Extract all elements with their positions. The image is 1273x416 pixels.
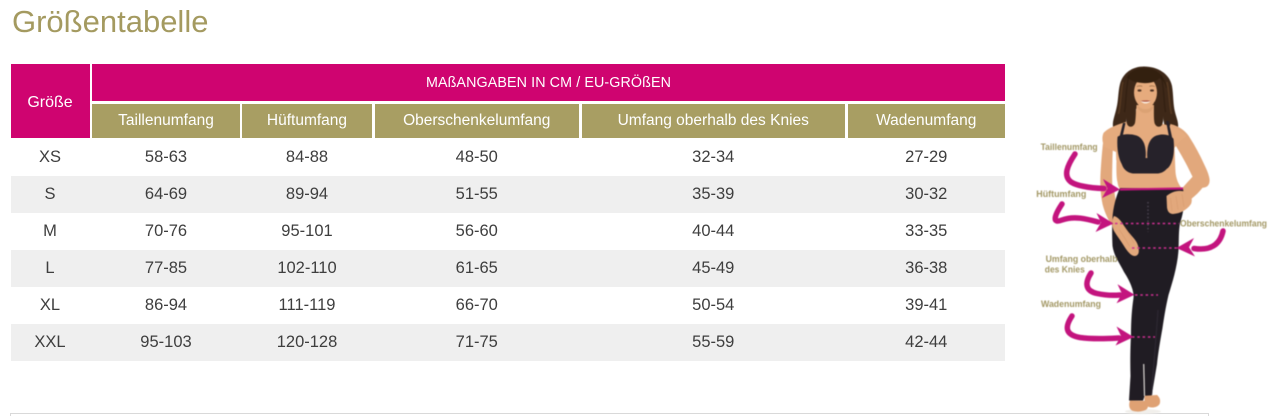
svg-text:Hüftumfang: Hüftumfang xyxy=(1036,189,1086,200)
svg-text:Wadenumfang: Wadenumfang xyxy=(1041,299,1101,310)
svg-text:Taillenumfang: Taillenumfang xyxy=(1041,142,1098,153)
svg-text:Oberschenkelumfang: Oberschenkelumfang xyxy=(1180,218,1267,229)
svg-text:des Knies: des Knies xyxy=(1045,265,1085,276)
svg-text:Umfang oberhalb: Umfang oberhalb xyxy=(1046,254,1118,265)
